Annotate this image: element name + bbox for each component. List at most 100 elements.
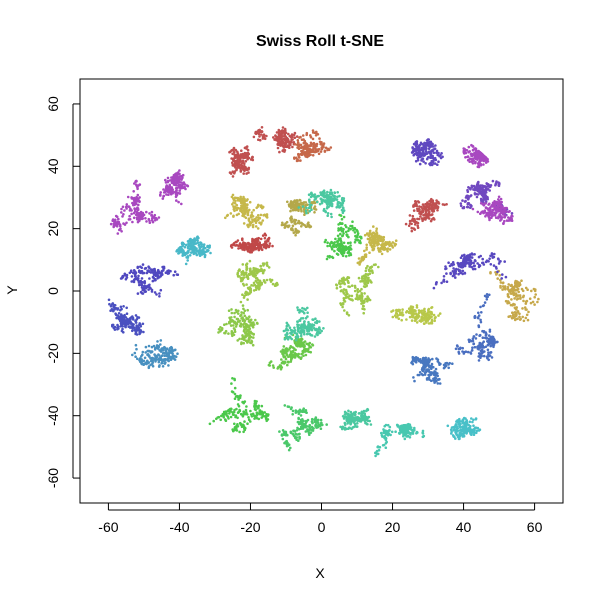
data-point (263, 262, 266, 266)
data-point (265, 419, 269, 423)
data-point (242, 167, 246, 171)
data-point (244, 325, 247, 329)
data-point (427, 368, 430, 371)
data-point (255, 285, 258, 289)
data-point (430, 364, 433, 368)
data-point (470, 349, 474, 352)
data-point (397, 317, 401, 321)
data-point (240, 311, 243, 314)
data-point (151, 271, 155, 274)
data-point (412, 356, 415, 360)
data-point (162, 349, 165, 352)
data-point (223, 323, 226, 327)
data-point (440, 152, 443, 155)
data-point (281, 351, 285, 354)
data-point (476, 426, 480, 430)
data-point (293, 208, 296, 212)
data-point (421, 431, 425, 435)
data-point (113, 328, 117, 331)
data-point (424, 356, 428, 360)
data-point (430, 142, 434, 145)
data-point (136, 357, 139, 361)
data-point (479, 320, 483, 324)
data-point (472, 424, 475, 428)
data-point (478, 343, 482, 347)
data-point (166, 357, 169, 361)
data-point (463, 272, 467, 275)
data-point (151, 364, 155, 368)
data-point (247, 225, 250, 229)
data-point (515, 298, 519, 301)
data-point (362, 409, 366, 413)
data-point (299, 199, 302, 202)
data-point (428, 378, 431, 381)
data-point (329, 212, 333, 216)
data-point (344, 288, 348, 292)
data-point (410, 151, 414, 154)
data-point (302, 354, 305, 358)
data-point (125, 312, 129, 316)
data-point (156, 340, 159, 343)
data-point (244, 160, 248, 163)
data-point (534, 293, 537, 296)
data-point (237, 398, 240, 401)
data-point (408, 315, 412, 319)
data-point (291, 346, 295, 349)
data-point (266, 239, 269, 242)
data-point (447, 261, 450, 265)
data-point (349, 413, 353, 417)
data-point (297, 153, 301, 156)
data-point (345, 225, 348, 229)
data-point (298, 341, 301, 345)
data-point (421, 373, 425, 377)
data-point (298, 156, 301, 159)
data-point (225, 214, 229, 218)
data-point (138, 283, 141, 287)
data-point (134, 271, 138, 275)
data-point (434, 316, 437, 319)
data-point (248, 273, 251, 276)
data-point (239, 323, 243, 326)
data-point (515, 317, 518, 321)
data-point (297, 417, 301, 421)
data-point (339, 425, 342, 429)
data-point (245, 145, 249, 148)
data-point (346, 280, 350, 284)
data-point (236, 150, 239, 154)
data-point (338, 245, 342, 249)
data-point (348, 297, 351, 301)
data-point (515, 283, 518, 286)
data-point (431, 199, 435, 202)
data-point (299, 159, 302, 162)
data-point (230, 382, 233, 385)
data-point (442, 278, 446, 282)
data-point (409, 433, 412, 436)
data-point (313, 198, 317, 201)
data-point (241, 415, 245, 418)
data-point (521, 315, 524, 319)
data-point (417, 201, 421, 204)
data-point (141, 288, 144, 292)
data-point (280, 433, 284, 436)
data-point (410, 226, 414, 230)
data-point (260, 248, 264, 252)
data-point (240, 317, 243, 320)
data-point (290, 337, 294, 341)
data-point (257, 216, 261, 220)
data-point (243, 153, 246, 156)
data-point (261, 414, 265, 417)
data-point (347, 229, 350, 233)
data-point (251, 343, 255, 347)
data-point (291, 145, 294, 149)
data-point (361, 415, 365, 418)
data-point (241, 237, 244, 240)
data-point (225, 414, 228, 417)
data-point (258, 138, 262, 142)
data-point (231, 428, 234, 431)
data-point (485, 298, 489, 301)
data-point (378, 445, 382, 449)
data-point (381, 238, 385, 241)
data-point (293, 157, 296, 160)
data-point (242, 337, 245, 341)
data-point (523, 306, 527, 309)
